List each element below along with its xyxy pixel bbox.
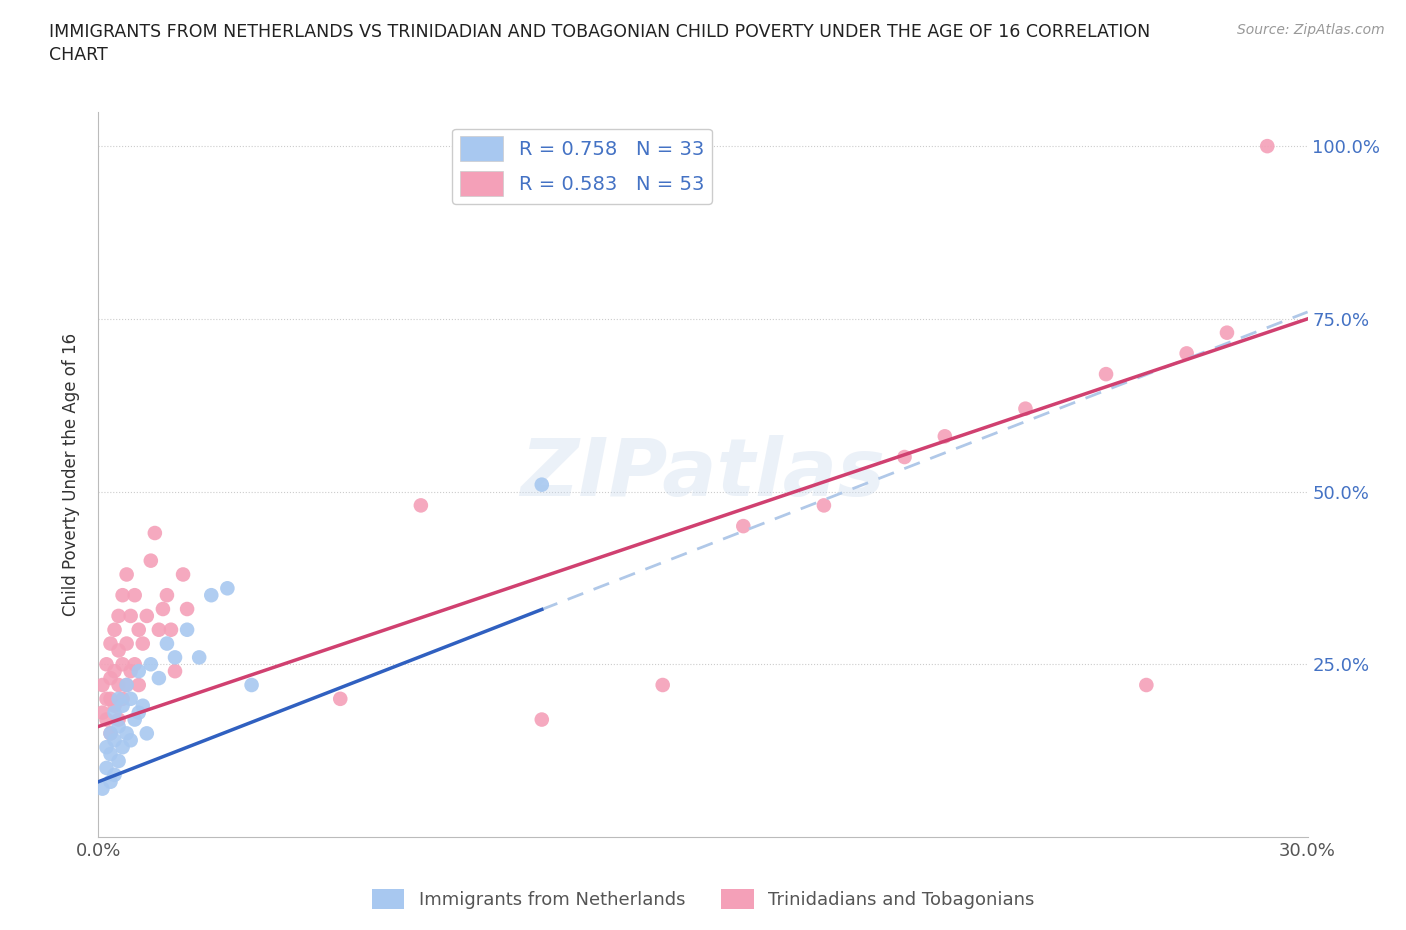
- Point: [107, 678, 129, 693]
- Point: [135, 726, 157, 741]
- Text: IMMIGRANTS FROM NETHERLANDS VS TRINIDADIAN AND TOBAGONIAN CHILD POVERTY UNDER TH: IMMIGRANTS FROM NETHERLANDS VS TRINIDADI…: [49, 23, 1150, 41]
- Point: [107, 691, 129, 706]
- Point: [148, 622, 170, 637]
- Point: [120, 733, 142, 748]
- Point: [128, 678, 150, 693]
- Point: [172, 567, 194, 582]
- Point: [934, 429, 956, 444]
- Point: [188, 650, 211, 665]
- Point: [100, 636, 122, 651]
- Point: [111, 691, 134, 706]
- Point: [124, 588, 146, 603]
- Point: [148, 671, 170, 685]
- Point: [124, 657, 146, 671]
- Point: [96, 657, 118, 671]
- Point: [115, 567, 138, 582]
- Point: [530, 477, 553, 492]
- Point: [111, 739, 134, 754]
- Point: [91, 705, 114, 720]
- Point: [1095, 366, 1118, 381]
- Point: [100, 671, 122, 685]
- Point: [103, 705, 125, 720]
- Point: [163, 664, 186, 679]
- Point: [107, 753, 129, 768]
- Point: [152, 602, 174, 617]
- Point: [96, 712, 118, 727]
- Point: [103, 698, 125, 713]
- Point: [139, 553, 162, 568]
- Point: [124, 712, 146, 727]
- Point: [1014, 401, 1036, 416]
- Point: [530, 712, 553, 727]
- Point: [128, 664, 150, 679]
- Point: [1256, 139, 1278, 153]
- Point: [115, 678, 138, 693]
- Point: [107, 608, 129, 623]
- Point: [1135, 678, 1157, 693]
- Point: [115, 678, 138, 693]
- Point: [100, 726, 122, 741]
- Point: [733, 519, 755, 534]
- Point: [115, 636, 138, 651]
- Point: [91, 781, 114, 796]
- Point: [200, 588, 222, 603]
- Point: [240, 678, 263, 693]
- Point: [409, 498, 432, 512]
- Point: [115, 726, 138, 741]
- Point: [96, 739, 118, 754]
- Point: [120, 608, 142, 623]
- Point: [107, 643, 129, 658]
- Point: [893, 449, 915, 464]
- Point: [160, 622, 183, 637]
- Point: [1216, 326, 1239, 340]
- Point: [813, 498, 835, 512]
- Point: [128, 705, 150, 720]
- Point: [143, 525, 166, 540]
- Point: [96, 691, 118, 706]
- Point: [120, 691, 142, 706]
- Point: [107, 712, 129, 727]
- Point: [132, 636, 155, 651]
- Point: [103, 622, 125, 637]
- Point: [176, 602, 198, 617]
- Point: [120, 664, 142, 679]
- Point: [1175, 346, 1198, 361]
- Point: [163, 650, 186, 665]
- Point: [111, 657, 134, 671]
- Point: [176, 622, 198, 637]
- Point: [156, 588, 179, 603]
- Point: [329, 691, 352, 706]
- Point: [103, 664, 125, 679]
- Point: [135, 608, 157, 623]
- Text: CHART: CHART: [49, 46, 108, 64]
- Point: [103, 767, 125, 782]
- Point: [111, 698, 134, 713]
- Point: [132, 698, 155, 713]
- Legend: Immigrants from Netherlands, Trinidadians and Tobagonians: Immigrants from Netherlands, Trinidadian…: [364, 882, 1042, 916]
- Point: [217, 581, 239, 596]
- Point: [96, 761, 118, 776]
- Point: [100, 747, 122, 762]
- Point: [91, 678, 114, 693]
- Point: [651, 678, 673, 693]
- Text: Source: ZipAtlas.com: Source: ZipAtlas.com: [1237, 23, 1385, 37]
- Point: [128, 622, 150, 637]
- Point: [156, 636, 179, 651]
- Text: ZIPatlas: ZIPatlas: [520, 435, 886, 513]
- Point: [100, 691, 122, 706]
- Point: [139, 657, 162, 671]
- Legend: R = 0.758   N = 33, R = 0.583   N = 53: R = 0.758 N = 33, R = 0.583 N = 53: [453, 128, 711, 204]
- Y-axis label: Child Poverty Under the Age of 16: Child Poverty Under the Age of 16: [62, 333, 80, 616]
- Point: [103, 733, 125, 748]
- Point: [100, 775, 122, 790]
- Point: [100, 726, 122, 741]
- Point: [107, 719, 129, 734]
- Point: [111, 588, 134, 603]
